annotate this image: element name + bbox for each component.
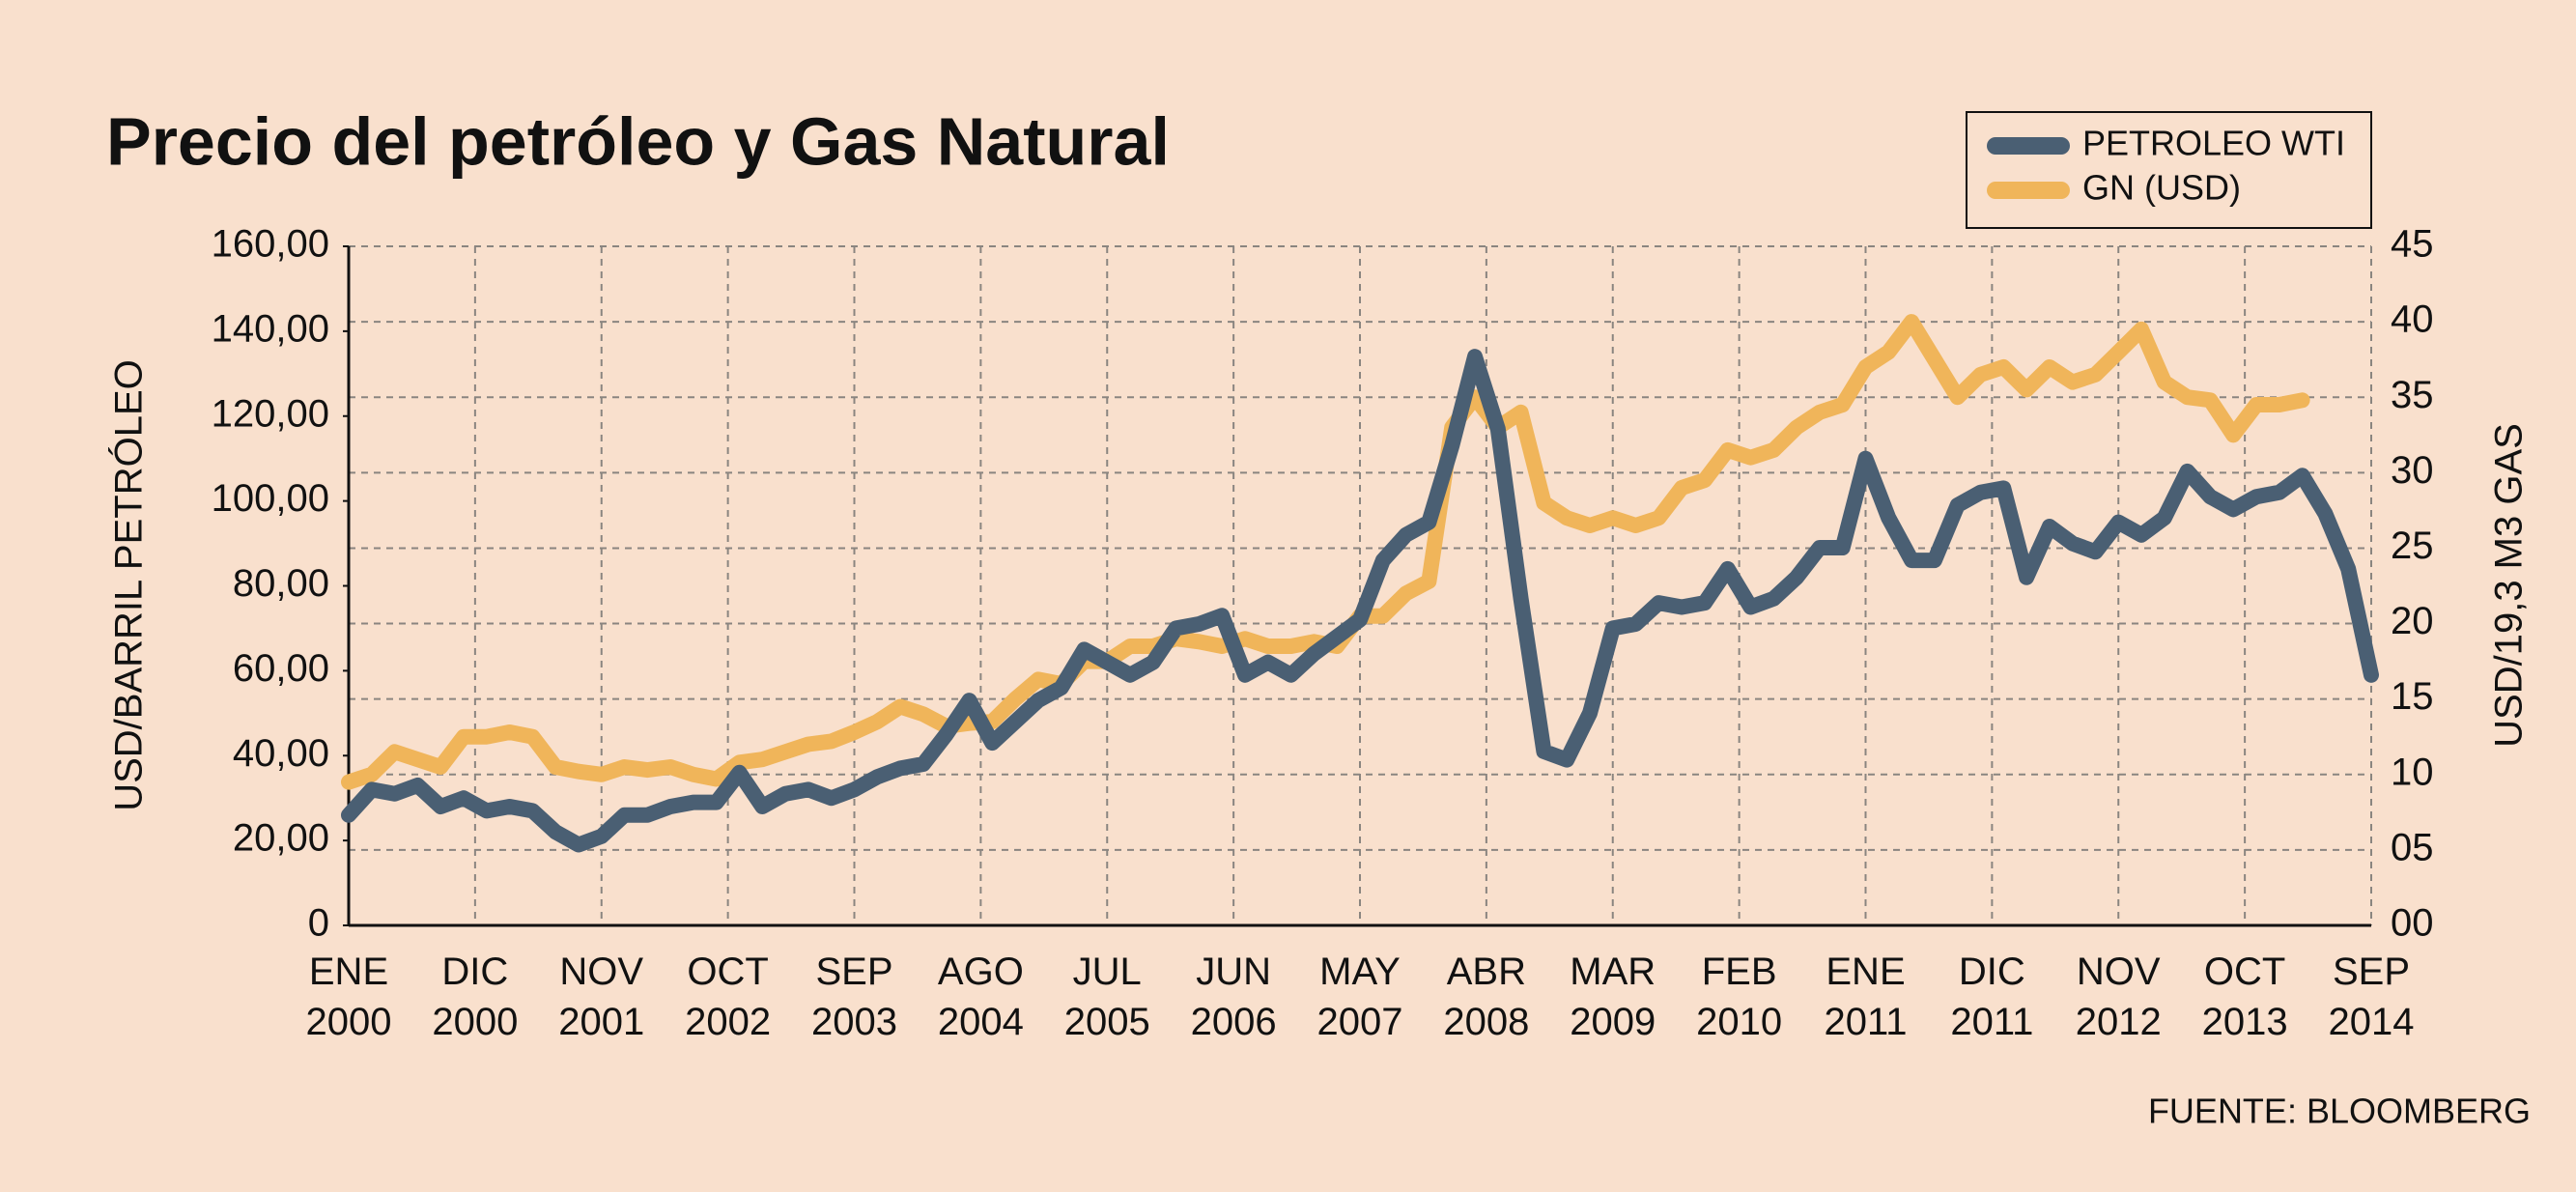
x-tick-label: MAY 2007 bbox=[1316, 951, 1403, 1043]
y2-tick-label: 25 bbox=[2391, 525, 2434, 567]
y-tick-label: 160,00 bbox=[212, 223, 329, 266]
y-axis-label: USD/BARRIL PETRÓLEO bbox=[107, 359, 151, 811]
legend-label: GN (USD) bbox=[2082, 168, 2241, 208]
source: FUENTE: BLOOMBERG bbox=[2148, 1092, 2531, 1131]
y-tick-label: 0 bbox=[308, 902, 329, 945]
y2-tick-label: 40 bbox=[2391, 298, 2434, 341]
y2-tick-label: 00 bbox=[2391, 902, 2434, 945]
y-tick-label: 60,00 bbox=[233, 647, 329, 690]
y2-tick-label: 15 bbox=[2391, 675, 2434, 718]
y2-tick-label: 05 bbox=[2391, 826, 2434, 868]
x-tick-label: ENE 2000 bbox=[305, 951, 392, 1043]
x-tick-label: AGO 2004 bbox=[937, 951, 1024, 1043]
x-tick-label: FEB 2010 bbox=[1696, 951, 1783, 1043]
x-tick-label: OCT 2002 bbox=[685, 951, 772, 1043]
x-tick-label: DIC 2011 bbox=[1950, 951, 2034, 1043]
y2-tick-label: 30 bbox=[2391, 449, 2434, 492]
x-tick-label: NOV 2001 bbox=[558, 951, 645, 1043]
x-tick-label: JUN 2006 bbox=[1190, 951, 1277, 1043]
y2-tick-label: 20 bbox=[2391, 600, 2434, 642]
chart-title: Precio del petróleo y Gas Natural bbox=[106, 103, 1170, 179]
y2-tick-label: 45 bbox=[2391, 223, 2434, 266]
x-tick-label: JUL 2005 bbox=[1063, 951, 1150, 1043]
x-tick-label: SEP 2014 bbox=[2328, 951, 2415, 1043]
y2-tick-label: 10 bbox=[2391, 751, 2434, 793]
series-line bbox=[341, 314, 2310, 790]
x-tick-label: NOV 2012 bbox=[2075, 951, 2162, 1043]
x-tick-label: DIC 2000 bbox=[432, 951, 519, 1043]
legend-box bbox=[1966, 111, 2372, 229]
x-tick-label: MAR 2009 bbox=[1570, 951, 1656, 1043]
x-tick-label: OCT 2013 bbox=[2201, 951, 2288, 1043]
x-tick-label: SEP 2003 bbox=[811, 951, 897, 1043]
y2-axis-label: USD/19,3 M3 GAS bbox=[2488, 423, 2531, 748]
y2-tick-label: 35 bbox=[2391, 374, 2434, 416]
x-tick-label: ABR 2008 bbox=[1443, 951, 1530, 1043]
y-tick-label: 100,00 bbox=[212, 477, 329, 520]
y-tick-label: 80,00 bbox=[233, 562, 329, 605]
series-line bbox=[341, 349, 2379, 853]
y-tick-label: 40,00 bbox=[233, 732, 329, 775]
y-tick-label: 140,00 bbox=[212, 307, 329, 350]
x-tick-label: ENE 2011 bbox=[1824, 951, 1908, 1043]
y-tick-label: 20,00 bbox=[233, 817, 329, 860]
y-tick-label: 120,00 bbox=[212, 392, 329, 435]
legend-label: PETROLEO WTI bbox=[2082, 124, 2345, 163]
